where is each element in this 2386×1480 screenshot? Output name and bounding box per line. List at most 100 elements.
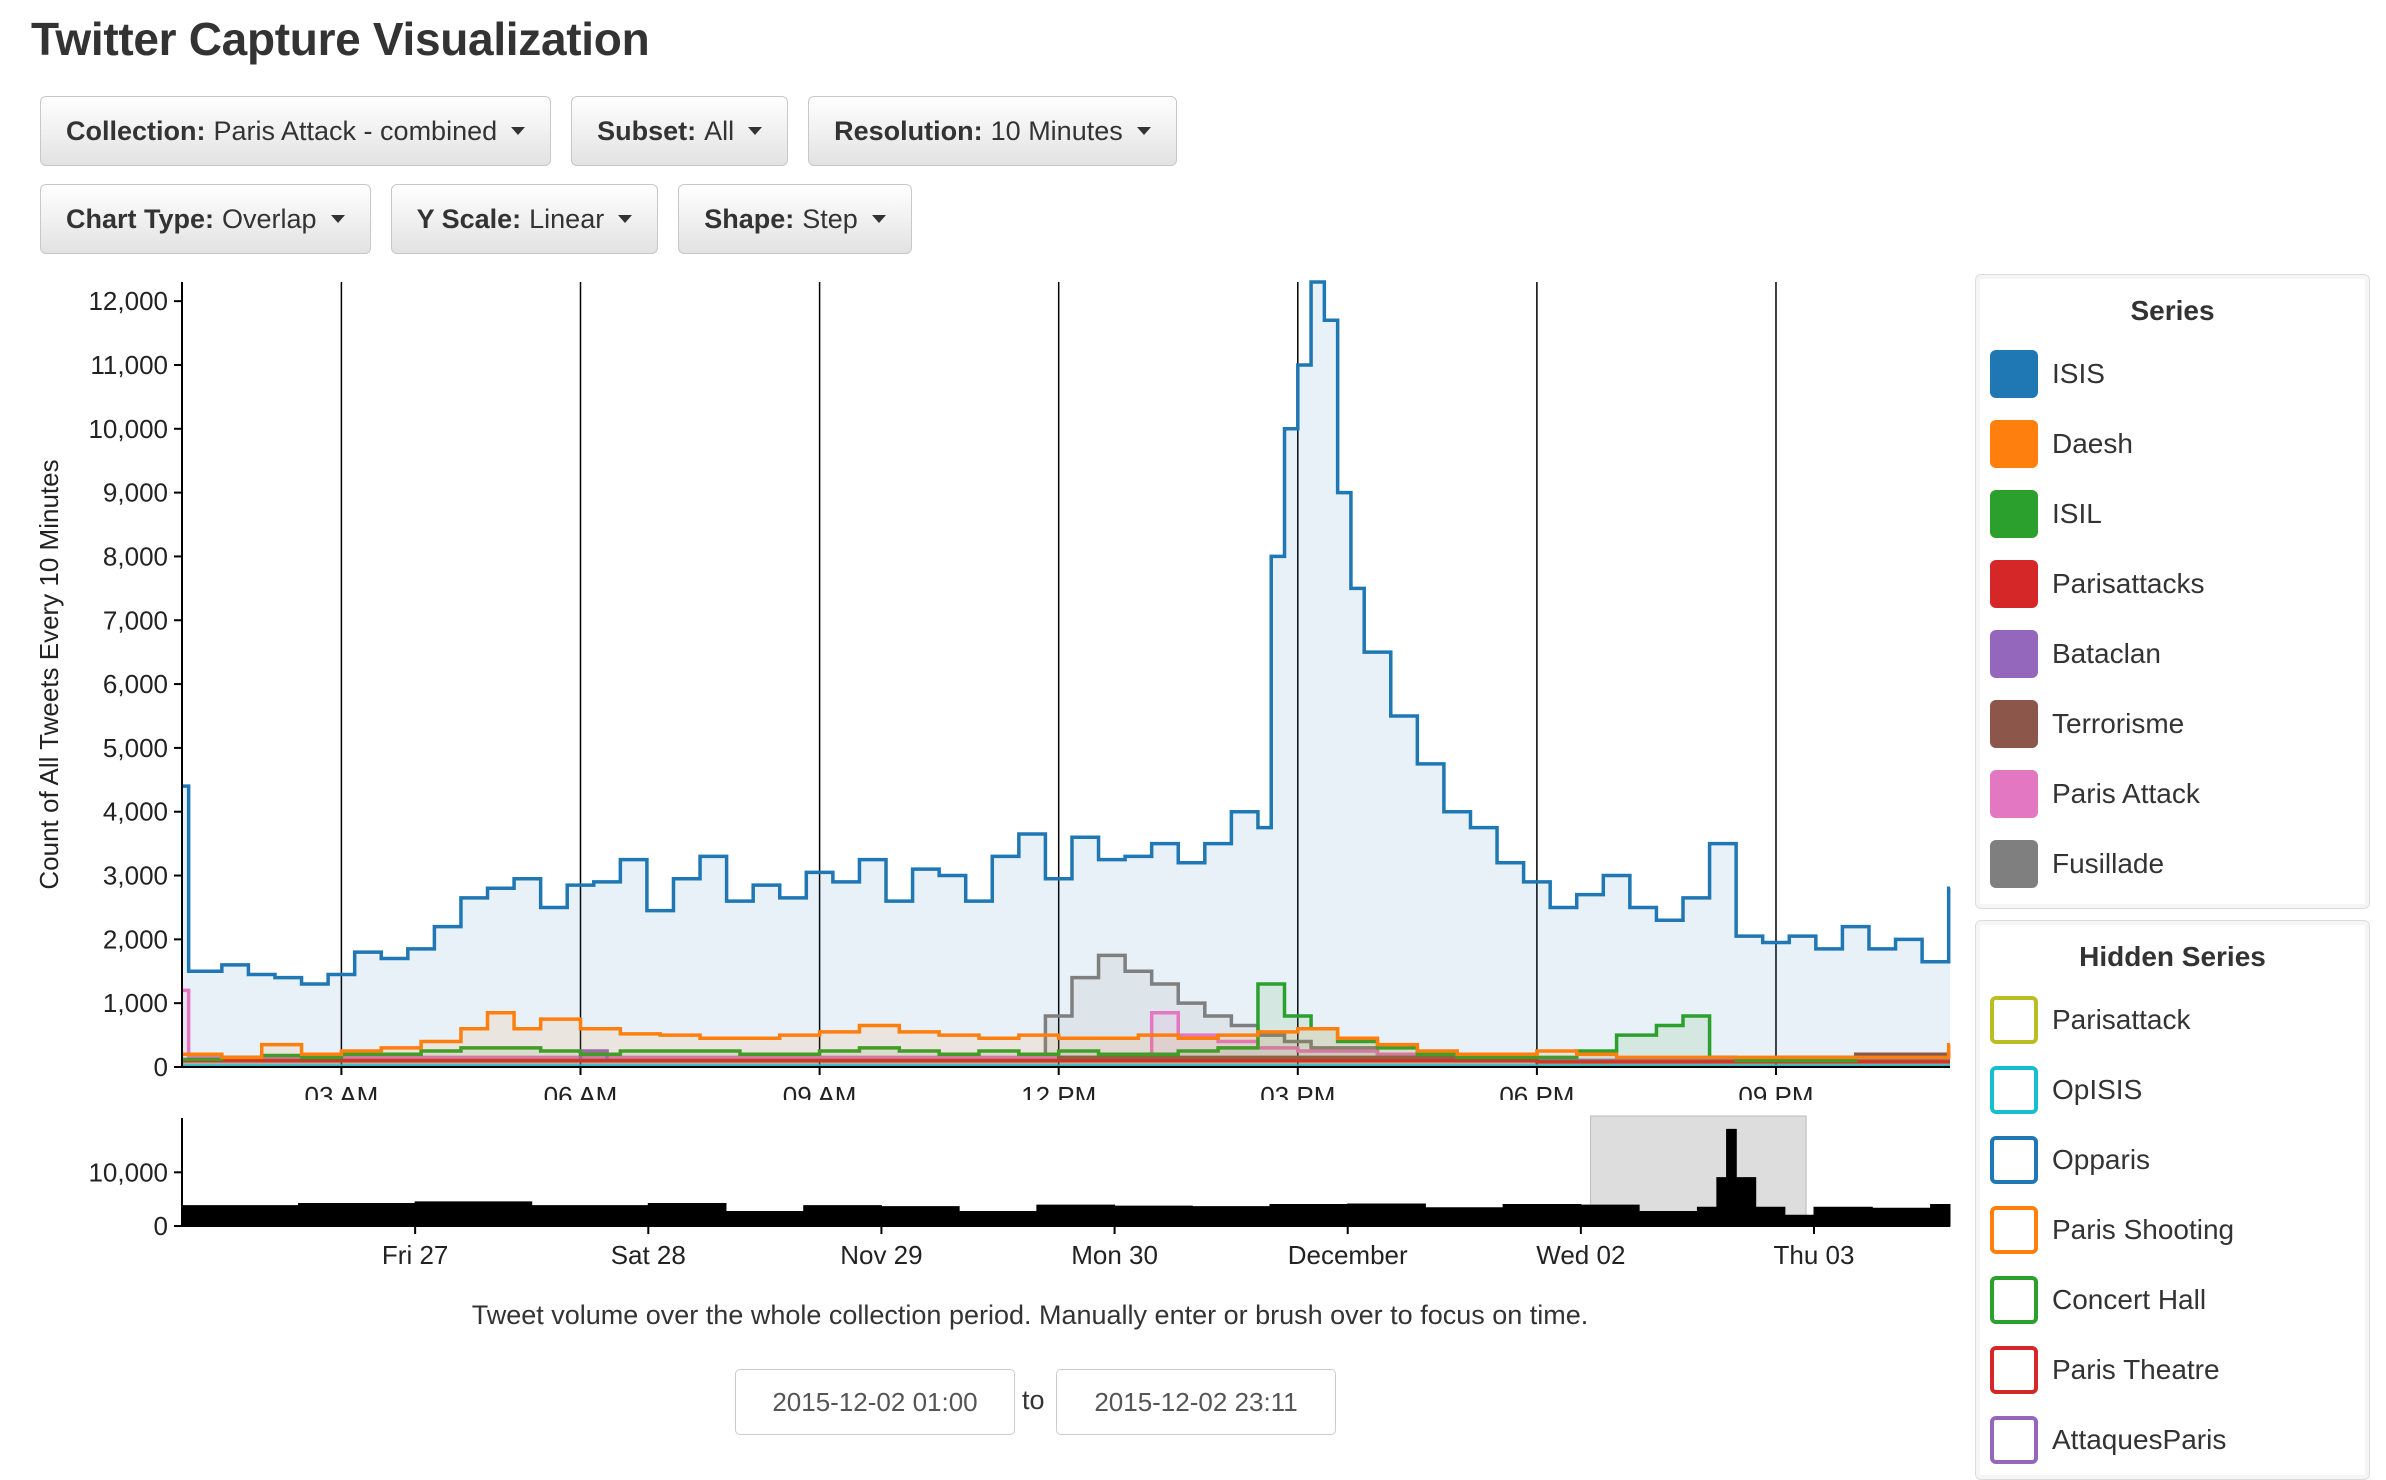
- resolution-label: Resolution:: [834, 115, 983, 146]
- caret-down-icon: [1136, 127, 1151, 135]
- legend-item-bataclan[interactable]: Bataclan: [1976, 619, 2369, 689]
- color-swatch: [1990, 1066, 2038, 1114]
- legend-label: Daesh: [2052, 428, 2133, 459]
- to-label: to: [1022, 1385, 1045, 1415]
- collection-dropdown[interactable]: Collection: Paris Attack - combined: [40, 96, 552, 166]
- toolbar-row-2: Chart Type: Overlap Y Scale: Linear Shap…: [40, 184, 932, 254]
- y-tick-label: 12,000: [88, 286, 168, 316]
- color-swatch: [1990, 700, 2038, 748]
- y-tick-label: 0: [154, 1052, 168, 1082]
- y-tick-label: 7,000: [103, 605, 168, 635]
- y-tick-label: 6,000: [103, 669, 168, 699]
- series-group: [182, 280, 1951, 1068]
- shape-label: Shape:: [704, 203, 795, 234]
- legend-item-daesh[interactable]: Daesh: [1976, 409, 2369, 479]
- legend-item-paris-attack[interactable]: Paris Attack: [1976, 759, 2369, 829]
- color-swatch: [1990, 770, 2038, 818]
- subset-label: Subset:: [597, 115, 697, 146]
- caret-down-icon: [330, 215, 345, 223]
- legend-label: Parisattack: [2052, 1004, 2191, 1035]
- series-line-isil[interactable]: [182, 982, 1950, 1063]
- color-swatch: [1990, 630, 2038, 678]
- y-tick-label: 8,000: [103, 541, 168, 571]
- y-tick-label: 2,000: [103, 924, 168, 954]
- hidden-legend-item-paris-shooting[interactable]: Paris Shooting: [1976, 1195, 2369, 1265]
- collection-value: Paris Attack - combined: [213, 115, 498, 146]
- overview-area-all-tweets: [181, 1128, 1951, 1227]
- resolution-dropdown[interactable]: Resolution: 10 Minutes: [808, 96, 1177, 166]
- hidden-legend-item-concert-hall[interactable]: Concert Hall: [1976, 1265, 2369, 1335]
- color-swatch: [1990, 490, 2038, 538]
- x-tick-label: 09 AM: [783, 1081, 857, 1100]
- subset-dropdown[interactable]: Subset: All: [571, 96, 789, 166]
- y-tick-label: 1,000: [103, 988, 168, 1018]
- series-legend-heading: Series: [2130, 295, 2215, 326]
- collection-label: Collection:: [66, 115, 206, 146]
- overview-brush-chart[interactable]: 0 10,000 Fri 27 Sat 28 Nov 29 Mon 30 December W…: [0, 1100, 1960, 1275]
- color-swatch: [1990, 1276, 2038, 1324]
- legend-label: Fusillade: [2052, 848, 2165, 879]
- color-swatch: [1990, 1346, 2038, 1394]
- axes: 0 1,000 2,000 3,000 4,000 5,000 6,000 7,000 8,00…: [34, 282, 1950, 1100]
- hidden-legend-item-opisis[interactable]: OpISIS: [1976, 1055, 2369, 1125]
- legend-label: Opparis: [2052, 1144, 2151, 1175]
- chart-type-value: Overlap: [222, 203, 317, 234]
- toolbar-row-1: Collection: Paris Attack - combined Subs…: [40, 96, 1197, 166]
- end-date-input[interactable]: [1056, 1369, 1336, 1435]
- hidden-legend-item-opparis[interactable]: Opparis: [1976, 1125, 2369, 1195]
- legend-item-isis[interactable]: ISIS: [1976, 339, 2369, 409]
- series-area-isis: [182, 282, 1950, 1067]
- x-tick-label: 03 PM: [1260, 1081, 1335, 1100]
- chart-type-label: Chart Type:: [66, 203, 215, 234]
- color-swatch: [1990, 350, 2038, 398]
- legend-label: ISIL: [2052, 498, 2102, 529]
- overview-x-tick-label: Nov 29: [840, 1240, 922, 1270]
- y-tick-label: 9,000: [103, 478, 168, 508]
- series-line-isis[interactable]: [182, 280, 1951, 986]
- shape-value: Step: [802, 203, 858, 234]
- legend-item-terrorisme[interactable]: Terrorisme: [1976, 689, 2369, 759]
- legend-item-isil[interactable]: ISIL: [1976, 479, 2369, 549]
- x-tick-label: 06 AM: [544, 1081, 618, 1100]
- x-tick-label: 06 PM: [1499, 1081, 1574, 1100]
- color-swatch: [1990, 840, 2038, 888]
- main-chart[interactable]: 0 1,000 2,000 3,000 4,000 5,000 6,000 7,000 8,00…: [0, 270, 1960, 1100]
- hidden-legend-item-attaquesparis[interactable]: AttaquesParis: [1976, 1405, 2369, 1475]
- y-tick-label: 10,000: [88, 414, 168, 444]
- legend-label: Paris Shooting: [2052, 1214, 2235, 1245]
- overview-y-tick-label: 0: [154, 1211, 168, 1241]
- overview-x-tick-label: Fri 27: [382, 1240, 448, 1270]
- series-legend: Series ISIS Daesh ISIL Parisattacks Bataclan…: [1975, 274, 2370, 909]
- caret-down-icon: [871, 215, 886, 223]
- overview-x-tick-label: Thu 03: [1774, 1240, 1855, 1270]
- series-legend-list: ISIS Daesh ISIL Parisattacks Bataclan Terrori…: [1976, 339, 2369, 899]
- series-line-daesh[interactable]: [182, 1011, 1951, 1060]
- series-area-isil: [182, 984, 1950, 1067]
- x-tick-label: 09 PM: [1738, 1081, 1813, 1100]
- caret-down-icon: [618, 215, 633, 223]
- legend-label: OpISIS: [2052, 1074, 2143, 1105]
- x-tick-label: 12 PM: [1021, 1081, 1096, 1100]
- y-tick-label: 5,000: [103, 733, 168, 763]
- legend-item-parisattacks[interactable]: Parisattacks: [1976, 549, 2369, 619]
- subset-value: All: [704, 115, 735, 146]
- chart-type-dropdown[interactable]: Chart Type: Overlap: [40, 184, 371, 254]
- y-scale-dropdown[interactable]: Y Scale: Linear: [390, 184, 659, 254]
- caret-down-icon: [511, 127, 526, 135]
- overview-x-tick-label: Sat 28: [611, 1240, 686, 1270]
- y-scale-value: Linear: [529, 203, 605, 234]
- overview-caption: Tweet volume over the whole collection p…: [471, 1300, 1589, 1330]
- shape-dropdown[interactable]: Shape: Step: [678, 184, 912, 254]
- start-date-input[interactable]: [735, 1369, 1015, 1435]
- legend-label: Concert Hall: [2052, 1284, 2207, 1315]
- overview-y-tick-label: 10,000: [88, 1157, 168, 1187]
- legend-label: ISIS: [2052, 358, 2105, 389]
- resolution-value: 10 Minutes: [990, 115, 1123, 146]
- legend-item-fusillade[interactable]: Fusillade: [1976, 829, 2369, 899]
- hidden-legend-item-paris-theatre[interactable]: Paris Theatre: [1976, 1335, 2369, 1405]
- hidden-legend-item-parisattack[interactable]: Parisattack: [1976, 985, 2369, 1055]
- series-area-bataclan: [182, 1051, 1950, 1067]
- overview-x-tick-label: Wed 02: [1536, 1240, 1625, 1270]
- caret-down-icon: [748, 127, 763, 135]
- series-area-fusillade: [182, 955, 1950, 1067]
